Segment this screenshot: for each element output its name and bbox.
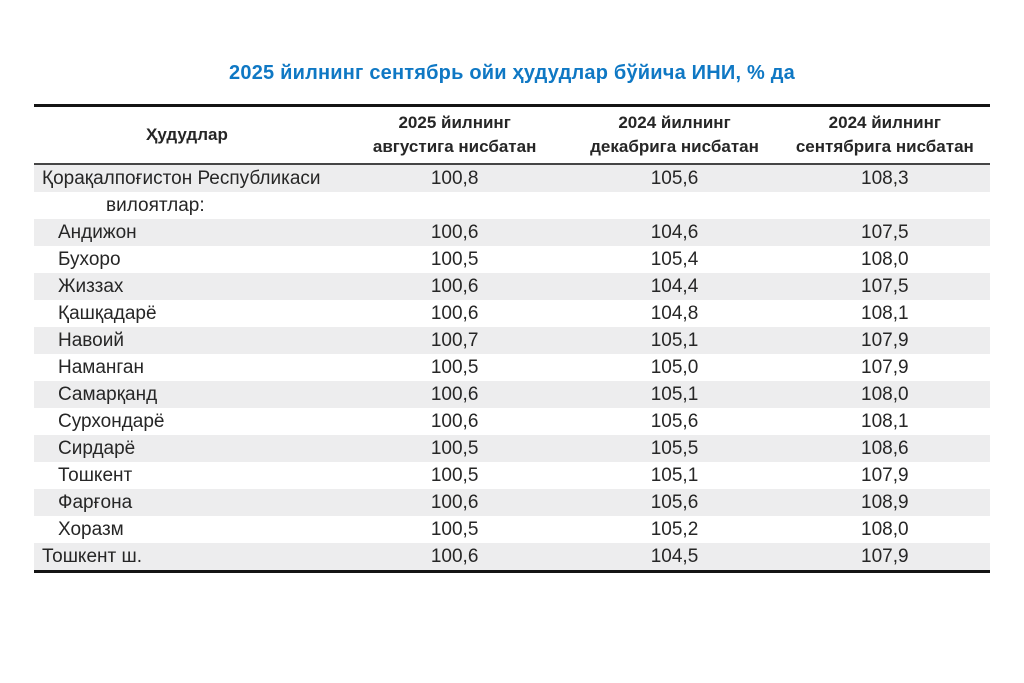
- region-cell: Жиззах: [58, 276, 124, 297]
- value-cell: 108,1: [861, 303, 909, 324]
- value-cell: [340, 192, 569, 219]
- region-cell: Сурхондарё: [58, 411, 165, 432]
- value-cell: 104,4: [650, 276, 699, 297]
- table-row: Тошкент 100,5 105,1 107,9: [34, 462, 990, 489]
- table-row: Жиззах 100,6 104,4 107,5: [34, 273, 990, 300]
- value-cell: 100,8: [430, 168, 479, 189]
- region-cell: Тошкент: [58, 465, 133, 486]
- table-row: Қорақалпоғистон Республикаси 100,8 105,6…: [34, 164, 990, 192]
- table-row: вилоятлар:: [34, 192, 990, 219]
- value-cell: 105,6: [650, 492, 699, 513]
- header-line2: августига нисбатан: [372, 137, 537, 156]
- region-cell: Андижон: [58, 222, 137, 243]
- table-row: Хоразм 100,5 105,2 108,0: [34, 516, 990, 543]
- table-row: Андижон 100,6 104,6 107,5: [34, 219, 990, 246]
- table-container: Ҳудудлар 2025 йилнинг августига нисбатан…: [34, 104, 990, 573]
- value-cell: 108,0: [861, 519, 909, 540]
- value-cell: 100,7: [430, 330, 479, 351]
- region-cell: Хоразм: [58, 519, 124, 540]
- header-vs-sep-2024: 2024 йилнинг сентябрига нисбатан: [779, 105, 990, 165]
- value-cell: 107,5: [861, 222, 909, 243]
- table-row: Бухоро 100,5 105,4 108,0: [34, 246, 990, 273]
- header-regions: Ҳудудлар: [34, 105, 340, 165]
- region-cell: Бухоро: [58, 249, 121, 270]
- value-cell: 100,6: [430, 303, 479, 324]
- value-cell: 105,1: [650, 384, 699, 405]
- value-cell: 107,5: [861, 276, 909, 297]
- value-cell: 105,5: [650, 438, 699, 459]
- value-cell: 104,8: [650, 303, 699, 324]
- region-cell: Қорақалпоғистон Республикаси: [42, 168, 321, 189]
- value-cell: [780, 192, 990, 219]
- value-cell: 100,5: [430, 519, 479, 540]
- value-cell: 100,5: [430, 357, 479, 378]
- header-vs-aug-2025: 2025 йилнинг августига нисбатан: [339, 105, 570, 165]
- table-row: Навоий 100,7 105,1 107,9: [34, 327, 990, 354]
- value-cell: 108,3: [861, 168, 909, 189]
- value-cell: 105,4: [650, 249, 699, 270]
- value-cell: 107,9: [861, 546, 909, 567]
- table-header: Ҳудудлар 2025 йилнинг августига нисбатан…: [34, 105, 990, 165]
- value-cell: 100,5: [430, 438, 479, 459]
- region-cell: Қашқадарё: [58, 303, 157, 324]
- value-cell: 107,9: [861, 465, 909, 486]
- value-cell: 105,1: [650, 465, 699, 486]
- value-cell: 100,6: [430, 492, 479, 513]
- value-cell: 100,6: [430, 411, 479, 432]
- region-cell: Тошкент ш.: [42, 546, 143, 567]
- header-line2: декабрига нисбатан: [590, 137, 759, 156]
- header-row: Ҳудудлар 2025 йилнинг августига нисбатан…: [34, 105, 990, 165]
- value-cell: 100,6: [430, 546, 479, 567]
- region-cell: Сирдарё: [58, 438, 136, 459]
- value-cell: 107,9: [861, 330, 909, 351]
- table-row: Наманган 100,5 105,0 107,9: [34, 354, 990, 381]
- value-cell: 107,9: [861, 357, 909, 378]
- value-cell: 105,6: [650, 411, 699, 432]
- header-line1: 2025 йилнинг: [398, 113, 511, 132]
- region-cell: Навоий: [58, 330, 124, 351]
- value-cell: 108,0: [861, 384, 909, 405]
- value-cell: [569, 192, 779, 219]
- value-cell: 108,0: [861, 249, 909, 270]
- table-row: Қашқадарё 100,6 104,8 108,1: [34, 300, 990, 327]
- value-cell: 108,9: [861, 492, 909, 513]
- table-row: Тошкент ш. 100,6 104,5 107,9: [34, 543, 990, 572]
- value-cell: 105,2: [650, 519, 699, 540]
- value-cell: 104,5: [650, 546, 699, 567]
- value-cell: 105,0: [650, 357, 699, 378]
- value-cell: 108,1: [861, 411, 909, 432]
- region-subheader-cell: вилоятлар:: [106, 195, 205, 216]
- value-cell: 100,6: [430, 384, 479, 405]
- value-cell: 100,6: [430, 276, 479, 297]
- table-body: Қорақалпоғистон Республикаси 100,8 105,6…: [34, 164, 990, 572]
- region-cell: Наманган: [58, 357, 144, 378]
- value-cell: 100,6: [430, 222, 479, 243]
- table-row: Сурхондарё 100,6 105,6 108,1: [34, 408, 990, 435]
- value-cell: 105,6: [650, 168, 699, 189]
- region-cell: Самарқанд: [58, 384, 158, 405]
- value-cell: 100,5: [430, 249, 479, 270]
- page-title: 2025 йилнинг сентябрь ойи ҳудудлар бўйич…: [229, 62, 795, 84]
- header-line1: 2024 йилнинг: [828, 113, 941, 132]
- value-cell: 105,1: [650, 330, 699, 351]
- value-cell: 100,5: [430, 465, 479, 486]
- table-row: Самарқанд 100,6 105,1 108,0: [34, 381, 990, 408]
- value-cell: 104,6: [650, 222, 699, 243]
- table-row: Сирдарё 100,5 105,5 108,6: [34, 435, 990, 462]
- header-line1: 2024 йилнинг: [618, 113, 731, 132]
- table-row: Фарғона 100,6 105,6 108,9: [34, 489, 990, 516]
- regions-cpi-table: Ҳудудлар 2025 йилнинг августига нисбатан…: [34, 104, 990, 573]
- region-cell: Фарғона: [58, 492, 133, 513]
- header-vs-dec-2024: 2024 йилнинг декабрига нисбатан: [569, 105, 780, 165]
- header-line2: сентябрига нисбатан: [795, 137, 974, 156]
- value-cell: 108,6: [861, 438, 909, 459]
